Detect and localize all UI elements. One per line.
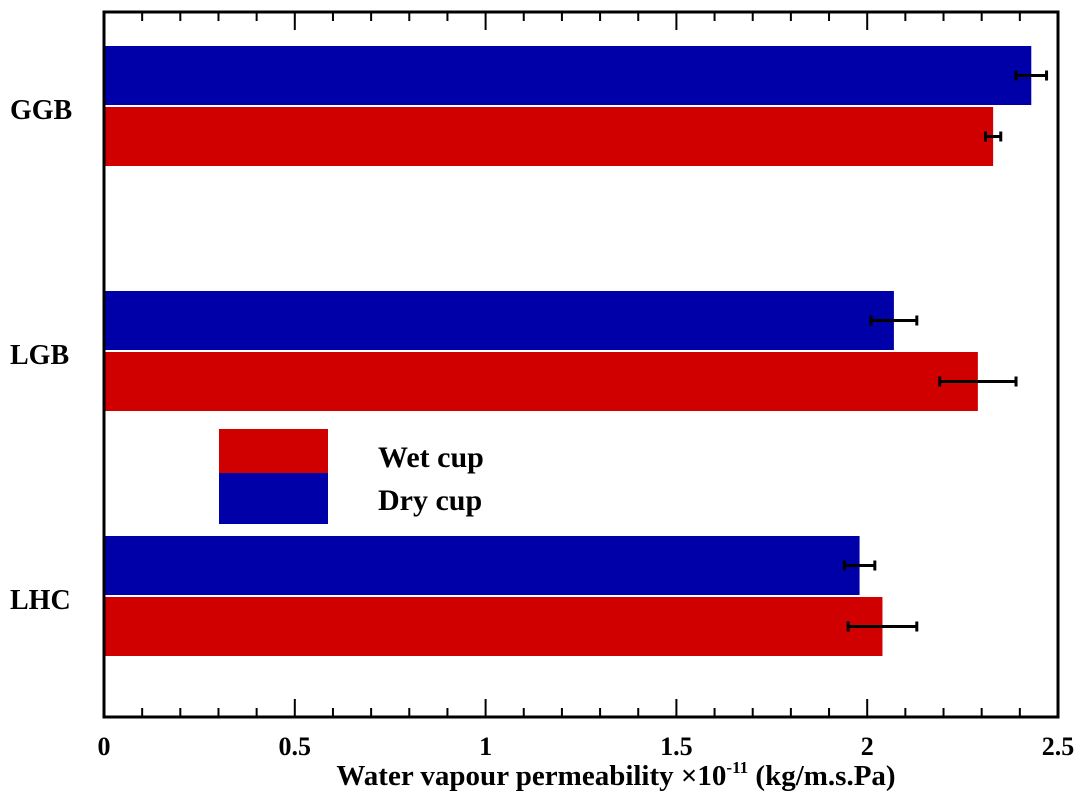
x-axis-title: Water vapour permeability ×10-11 (kg/m.s… bbox=[336, 758, 895, 792]
x-tick-label: 0 bbox=[98, 732, 111, 761]
plot-frame bbox=[102, 10, 1060, 719]
error-bar-ggb-wet-cup bbox=[983, 131, 1003, 142]
x-tick-label: 1.5 bbox=[660, 732, 693, 761]
bar-lgb-wet-cup bbox=[104, 352, 978, 411]
category-label-lhc: LHC bbox=[10, 585, 71, 616]
ticks-layer bbox=[103, 12, 1059, 717]
error-bar-ggb-dry-cup bbox=[1014, 70, 1049, 81]
legend-swatch-dry-cup bbox=[219, 473, 328, 524]
x-axis-title-exponent: -11 bbox=[726, 758, 748, 777]
x-tick-label: 2 bbox=[861, 732, 874, 761]
x-tick-label: 2.5 bbox=[1042, 732, 1075, 761]
bar-ggb-wet-cup bbox=[104, 107, 994, 166]
x-axis-title-main: Water vapour permeability ×10 bbox=[336, 760, 726, 792]
x-tick-label: 0.5 bbox=[279, 732, 312, 761]
x-axis-title-unit: (kg/m.s.Pa) bbox=[748, 760, 895, 792]
bars-layer bbox=[104, 46, 1032, 656]
bar-ggb-dry-cup bbox=[104, 46, 1032, 105]
legend-label-wet-cup: Wet cup bbox=[378, 441, 484, 474]
error-bars-layer bbox=[842, 70, 1049, 632]
bar-lhc-wet-cup bbox=[104, 597, 883, 656]
category-label-lgb: LGB bbox=[10, 340, 69, 371]
legend-label-dry-cup: Dry cup bbox=[378, 484, 482, 517]
bar-lhc-dry-cup bbox=[104, 536, 860, 595]
x-tick-label: 1 bbox=[479, 732, 492, 761]
error-bar-lhc-wet-cup bbox=[846, 621, 919, 632]
legend: Wet cup Dry cup bbox=[219, 429, 484, 524]
category-label-ggb: GGB bbox=[10, 95, 72, 126]
error-bar-lgb-dry-cup bbox=[869, 315, 919, 326]
error-bar-lhc-dry-cup bbox=[842, 560, 877, 571]
category-labels: GGB LGB LHC bbox=[10, 95, 72, 616]
error-bar-lgb-wet-cup bbox=[938, 376, 1018, 387]
bar-lgb-dry-cup bbox=[104, 291, 894, 350]
tick-labels: 0 0.5 1 1.5 2 2.5 bbox=[98, 732, 1075, 761]
legend-swatch-wet-cup bbox=[219, 429, 328, 473]
